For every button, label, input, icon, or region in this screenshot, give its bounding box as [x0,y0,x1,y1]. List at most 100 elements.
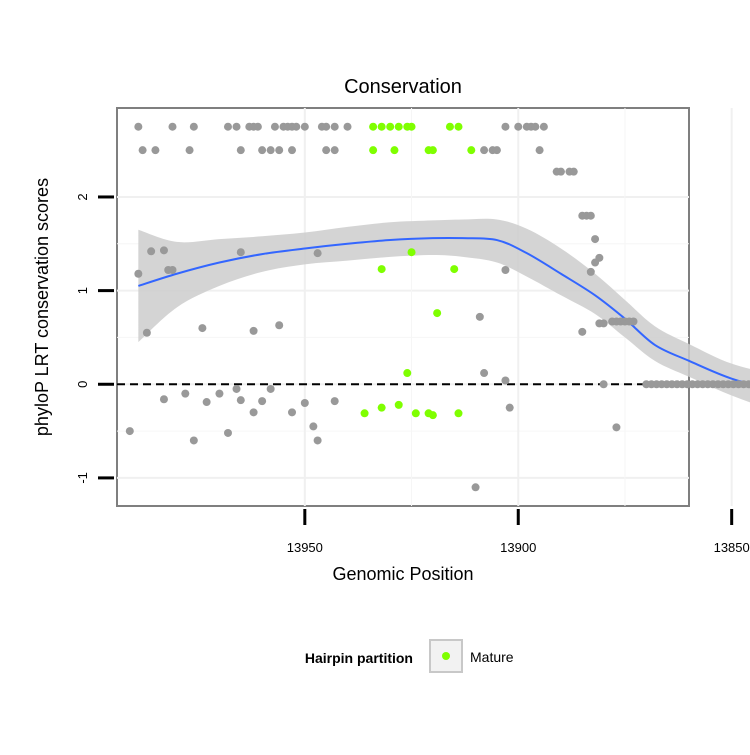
other-point [275,146,283,154]
other-point [501,123,509,131]
other-point [203,398,211,406]
other-point [587,212,595,220]
other-point [143,329,151,337]
other-point [190,123,198,131]
other-point [292,123,300,131]
other-point [314,436,322,444]
mature-point [429,146,437,154]
mature-point [378,123,386,131]
other-point [258,146,266,154]
other-point [578,328,586,336]
other-point [267,385,275,393]
other-point [540,123,548,131]
x-axis: 13950 13900 13850 [287,509,750,555]
other-point [630,318,638,326]
y-tick-label: 2 [75,193,90,200]
other-point [309,422,317,430]
other-point [233,123,241,131]
other-point [147,247,155,255]
other-point [151,146,159,154]
mature-point [467,146,475,154]
mature-point [395,123,403,131]
mature-point [408,248,416,256]
other-point [331,123,339,131]
other-point [254,123,262,131]
other-point [344,123,352,131]
other-point [531,123,539,131]
y-axis: -1 0 1 2 [75,193,114,483]
y-tick-label: 0 [75,381,90,388]
other-point [514,123,522,131]
mature-point [369,123,377,131]
mature-point [446,123,454,131]
x-tick-label: 13900 [500,540,536,555]
mature-point [454,123,462,131]
other-point [612,423,620,431]
other-point [557,168,565,176]
chart-title: Conservation [344,76,462,98]
other-point [233,385,241,393]
other-point [472,483,480,491]
other-point [267,146,275,154]
other-point [587,268,595,276]
mature-point [408,123,416,131]
other-point [186,146,194,154]
mature-point [433,309,441,317]
other-point [314,249,322,257]
other-point [198,324,206,332]
other-point [493,146,501,154]
other-point [536,146,544,154]
other-point [288,146,296,154]
other-point [301,399,309,407]
mature-point [386,123,394,131]
other-point [224,429,232,437]
mature-point [361,409,369,417]
legend: Hairpin partition Mature [305,640,514,672]
other-point [181,390,189,398]
other-point [258,397,266,405]
other-point [271,123,279,131]
other-point [237,146,245,154]
other-point [190,436,198,444]
other-point [301,123,309,131]
other-point [331,146,339,154]
other-point [160,246,168,254]
other-point [250,327,258,335]
legend-title: Hairpin partition [305,650,413,666]
other-point [288,408,296,416]
other-point [501,266,509,274]
other-point [591,259,599,267]
other-point [331,397,339,405]
x-tick-label: 13850 [714,540,750,555]
other-point [160,395,168,403]
other-point [126,427,134,435]
other-point [600,380,608,388]
y-tick-label: 1 [75,287,90,294]
other-point [237,248,245,256]
other-point [275,321,283,329]
other-point [506,404,514,412]
mature-point [429,411,437,419]
mature-point [390,146,398,154]
other-point [591,235,599,243]
other-point [237,396,245,404]
legend-key-mature-point [442,652,450,660]
y-tick-label: -1 [75,472,90,484]
other-point [139,146,147,154]
mature-point [369,146,377,154]
other-point [322,146,330,154]
other-point [224,123,232,131]
mature-point [454,409,462,417]
y-axis-label: phyloP LRT conservation scores [32,178,52,436]
other-point [570,168,578,176]
other-point [322,123,330,131]
mature-point [395,401,403,409]
x-tick-label: 13950 [287,540,323,555]
other-point [250,408,258,416]
other-point [134,123,142,131]
x-axis-label: Genomic Position [332,564,473,584]
other-point [480,369,488,377]
mature-point [378,404,386,412]
mature-point [450,265,458,273]
